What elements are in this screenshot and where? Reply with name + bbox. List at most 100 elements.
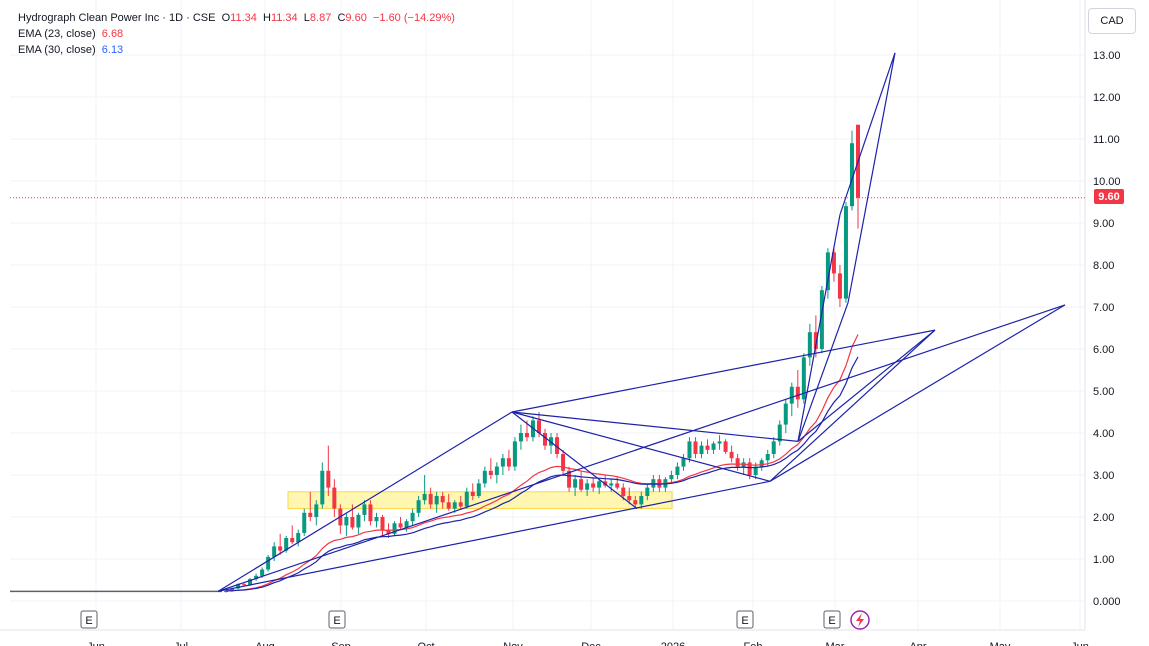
- candle-body: [597, 481, 602, 488]
- y-tick-label: 11.00: [1093, 134, 1120, 146]
- trendline[interactable]: [847, 52, 896, 303]
- candle-body: [765, 454, 770, 461]
- y-tick-label: 10.00: [1093, 176, 1121, 188]
- candle-body: [236, 584, 241, 589]
- candle-body: [308, 512, 313, 517]
- candle-body: [633, 500, 638, 505]
- candle-body: [795, 386, 800, 400]
- candle-body: [494, 466, 499, 475]
- trendline[interactable]: [797, 302, 849, 442]
- candle-body: [380, 517, 385, 530]
- candle-body: [771, 441, 776, 454]
- candle-body: [753, 466, 758, 475]
- candle-body: [807, 332, 812, 358]
- earnings-marker[interactable]: [80, 610, 98, 629]
- ema30-legend[interactable]: EMA (30, close) 6.13: [18, 42, 455, 58]
- candle-body: [416, 500, 421, 513]
- candle-body: [392, 523, 397, 534]
- trendline[interactable]: [511, 411, 799, 442]
- high-label: H: [263, 12, 271, 24]
- trendline[interactable]: [217, 304, 1066, 592]
- candle-body: [470, 491, 475, 496]
- y-tick-label: 6.00: [1093, 344, 1114, 356]
- candle-body: [386, 529, 391, 534]
- candle-body: [404, 521, 409, 528]
- y-tick-label: 9.00: [1093, 218, 1114, 230]
- candle-body: [549, 437, 554, 446]
- high-value: 11.34: [270, 12, 298, 24]
- candle-body: [434, 496, 439, 505]
- x-tick-label: Nov: [503, 641, 523, 646]
- candle-body: [831, 252, 836, 274]
- ema23-line: [225, 334, 859, 592]
- x-tick-label: Jun: [87, 641, 105, 646]
- x-tick-label: Jul: [174, 641, 188, 646]
- currency-button[interactable]: CAD: [1088, 8, 1136, 34]
- candle-body: [777, 424, 782, 442]
- trendline[interactable]: [217, 411, 513, 592]
- candle-body: [705, 445, 710, 450]
- trendline[interactable]: [797, 214, 841, 442]
- candle-body: [254, 575, 259, 580]
- candle-body: [747, 462, 752, 475]
- trendline[interactable]: [511, 329, 936, 413]
- earnings-marker[interactable]: [823, 610, 841, 629]
- earnings-marker-label: E: [828, 615, 835, 627]
- candle-body: [452, 502, 457, 509]
- candle-body: [789, 386, 794, 404]
- low-label: L: [303, 12, 310, 24]
- y-tick-label: 0.000: [1093, 596, 1121, 608]
- trendline[interactable]: [769, 304, 1066, 482]
- candle-body: [488, 470, 493, 475]
- candle-body: [759, 460, 764, 467]
- x-tick-label: May: [990, 641, 1011, 646]
- candle-body: [555, 437, 560, 454]
- candle-body: [248, 579, 253, 586]
- ema23-legend[interactable]: EMA (23, close) 6.68: [18, 26, 455, 42]
- candle-body: [440, 496, 445, 503]
- candle-body: [500, 458, 505, 467]
- candle-body: [290, 538, 295, 543]
- candle-body: [464, 491, 469, 507]
- trendline[interactable]: [511, 411, 638, 510]
- earnings-marker[interactable]: [736, 610, 754, 629]
- ema30-value: 6.13: [101, 44, 124, 56]
- candle-body: [266, 556, 271, 570]
- candle-body: [356, 514, 361, 528]
- candle-body: [278, 546, 283, 551]
- earnings-marker[interactable]: [328, 610, 346, 629]
- candle-body: [561, 454, 566, 471]
- candle-body: [512, 441, 517, 467]
- y-tick-label: 12.00: [1093, 92, 1121, 104]
- x-tick-label: Dec: [581, 641, 601, 646]
- candle-body: [639, 496, 644, 505]
- candle-body: [813, 332, 818, 349]
- ema30-label: EMA (30, close): [18, 44, 96, 56]
- trendline[interactable]: [769, 329, 936, 482]
- y-tick-label: 13.00: [1093, 50, 1121, 62]
- candle-body: [837, 273, 842, 299]
- trendline[interactable]: [797, 329, 936, 442]
- candle-body: [224, 590, 228, 592]
- candle-body: [591, 483, 596, 488]
- x-tick-label: Oct: [417, 641, 434, 646]
- candle-body: [567, 470, 572, 488]
- candle-body: [585, 483, 590, 490]
- x-tick-label: Apr: [909, 641, 926, 646]
- lightning-icon: [856, 613, 864, 627]
- x-tick-label: Feb: [744, 641, 763, 646]
- trendline[interactable]: [511, 411, 771, 482]
- candle-body: [362, 504, 367, 515]
- trendline[interactable]: [217, 480, 771, 592]
- x-tick-label: Sep: [331, 641, 351, 646]
- candle-body: [260, 569, 265, 576]
- candle-body: [524, 433, 529, 438]
- candle-body: [699, 445, 704, 454]
- candle-body: [825, 252, 830, 291]
- candle-body: [272, 546, 277, 557]
- trendline[interactable]: [839, 52, 896, 215]
- candle-body: [482, 470, 487, 484]
- candle-body: [711, 443, 716, 450]
- earnings-marker-label: E: [85, 615, 92, 627]
